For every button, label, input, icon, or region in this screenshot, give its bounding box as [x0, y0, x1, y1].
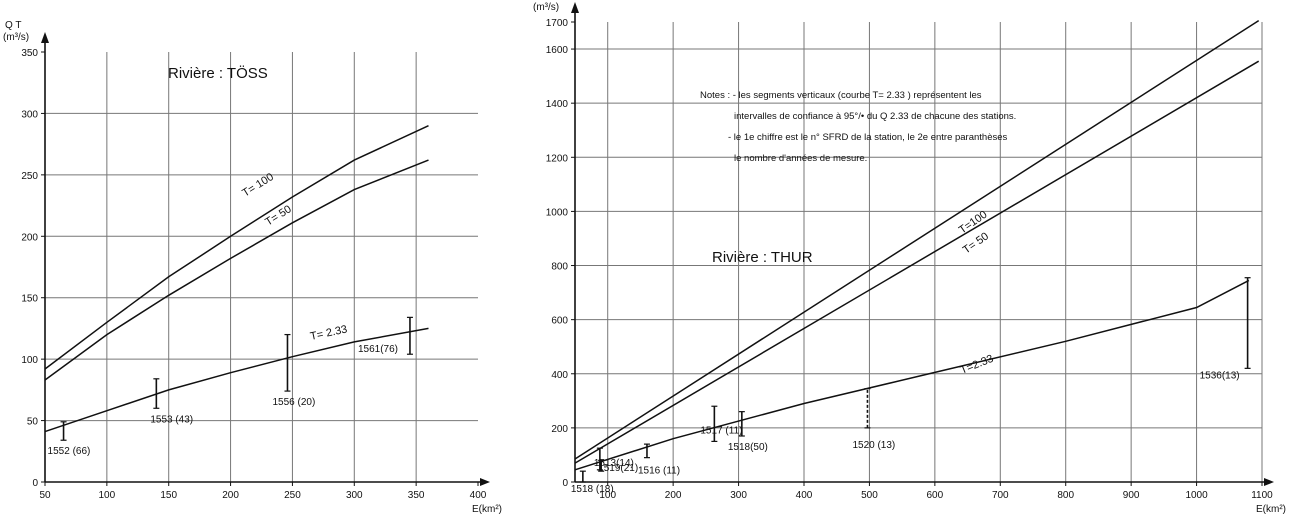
x-tick-label: 600	[927, 490, 944, 501]
error-bar-label: 1518 (18)	[571, 484, 614, 495]
series-line	[44, 327, 429, 433]
y-tick-label: 0	[562, 478, 568, 489]
error-bar-label: 1552 (66)	[48, 446, 91, 457]
y-tick-label: 800	[551, 262, 568, 273]
y-tick-label: 1400	[546, 99, 569, 110]
series-label: T= 2.33	[309, 323, 348, 343]
error-bar-label: 1516 (11)	[638, 466, 680, 477]
y-tick-label: 300	[21, 109, 38, 120]
y-axis-label: Q T	[5, 20, 21, 31]
y-tick-label: 0	[32, 478, 38, 489]
note-line: - le 1e chiffre est le n° SFRD de la sta…	[728, 132, 1008, 143]
grid-lines	[575, 22, 1263, 482]
series-line	[574, 279, 1250, 471]
y-axis-arrow	[41, 32, 49, 43]
x-tick-label: 1100	[1251, 490, 1273, 501]
y-tick-label: 200	[21, 232, 38, 243]
notes-block: Notes : - les segments verticaux (courbe…	[700, 90, 1016, 164]
error-bar-label: 1517 (11)	[700, 425, 742, 436]
y-tick-label: 1600	[546, 45, 569, 56]
x-tick-label: 250	[284, 490, 301, 501]
y-axis-unit: (m³/s)	[533, 2, 559, 13]
x-tick-label: 500	[861, 490, 878, 501]
series-line	[44, 125, 429, 370]
error-bar-label: 1520 (13)	[852, 440, 895, 451]
y-axis-unit: (m³/s)	[3, 32, 29, 43]
error-bar-label: 1556 (20)	[272, 397, 315, 408]
y-tick-label: 100	[21, 355, 38, 366]
x-tick-label: 700	[992, 490, 1009, 501]
x-tick-label: 900	[1123, 490, 1140, 501]
series-label: T=2.33	[959, 353, 996, 377]
chart-1: 50 100 150 200 250 300 350 40005010015020025030…	[3, 20, 502, 515]
y-tick-label: 50	[27, 417, 39, 428]
x-axis-arrow	[480, 478, 490, 486]
note-line: Notes : - les segments verticaux (courbe…	[700, 90, 982, 101]
series-line	[574, 60, 1260, 464]
x-axis-arrow	[1264, 478, 1274, 486]
chart-2: 100 200 300 400 500 600 700 800 900 1000 1100 0 200 4…	[533, 0, 1286, 515]
y-tick-label: 150	[21, 294, 38, 305]
error-bar-label: 1553 (43)	[150, 414, 193, 425]
y-axis-arrow	[571, 2, 579, 13]
x-tick-label: 200	[665, 490, 682, 501]
y-tick-label: 400	[551, 370, 568, 381]
chart-title: Rivière : TÖSS	[168, 64, 268, 82]
series-line	[44, 159, 429, 381]
chart-title: Rivière : THUR	[712, 249, 813, 266]
error-bar-label: 1513(14)	[594, 458, 634, 469]
note-line: intervalles de confiance à 95°/• du Q 2.…	[734, 111, 1016, 122]
x-tick-label: 300	[730, 490, 747, 501]
y-axis-label: Q T	[535, 0, 551, 1]
x-tick-label: 100	[99, 490, 116, 501]
x-tick-label: 800	[1057, 490, 1074, 501]
series-line	[574, 19, 1260, 460]
error-bar-label: 1519(21)	[598, 463, 638, 474]
x-tick-label: 100	[599, 490, 616, 501]
y-tick-label: 1000	[546, 207, 569, 218]
y-tick-label: 600	[551, 316, 568, 327]
x-axis-label: E(km²)	[472, 504, 502, 515]
x-tick-label: 350	[408, 490, 425, 501]
note-line: le nombre d'années de mesure.	[734, 153, 867, 164]
y-tick-label: 1700	[546, 18, 569, 29]
x-tick-label: 50	[39, 490, 51, 501]
error-bar-label: 1518(50)	[728, 442, 768, 453]
y-tick-label: 350	[21, 48, 38, 59]
x-tick-label: 400	[470, 490, 487, 501]
grid-lines	[45, 52, 478, 482]
y-tick-label: 1200	[546, 153, 569, 164]
x-tick-label: 200	[222, 490, 239, 501]
y-tick-label: 200	[551, 424, 568, 435]
error-bar-label: 1561(76)	[358, 344, 398, 355]
x-tick-label: 300	[346, 490, 363, 501]
x-axis-label: E(km²)	[1256, 504, 1286, 515]
x-tick-label: 1000	[1185, 490, 1208, 501]
x-tick-label: 150	[160, 490, 177, 501]
y-tick-label: 250	[21, 171, 38, 182]
x-tick-label: 400	[796, 490, 813, 501]
error-bar-label: 1536(13)	[1200, 370, 1240, 381]
